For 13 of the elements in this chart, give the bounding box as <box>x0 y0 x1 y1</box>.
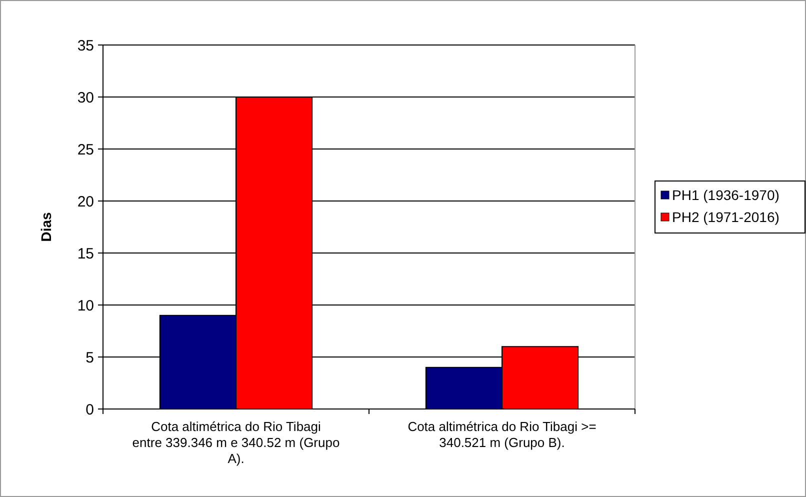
y-tick-label: 25 <box>77 141 94 158</box>
y-tick-label: 20 <box>77 193 94 210</box>
y-tick-label: 15 <box>77 245 94 262</box>
y-tick-label: 30 <box>77 89 94 106</box>
x-tick-label: Cota altimétrica do Rio Tibagi entre 339.346 m e 340.52 m (Grupo A). <box>132 419 340 466</box>
y-tick-label: 5 <box>86 349 94 366</box>
y-tick-label: 35 <box>77 37 94 54</box>
y-tick-label: 0 <box>86 401 94 418</box>
legend-label: PH2 (1971-2016) <box>672 208 780 225</box>
legend-label: PH1 (1936-1970) <box>672 186 780 203</box>
y-axis-title: Dias <box>38 212 54 242</box>
x-tick-label: Cota altimétrica do Rio Tibagi >= 340.521 m (Grupo B). <box>408 419 596 450</box>
y-tick-label: 10 <box>77 297 94 314</box>
